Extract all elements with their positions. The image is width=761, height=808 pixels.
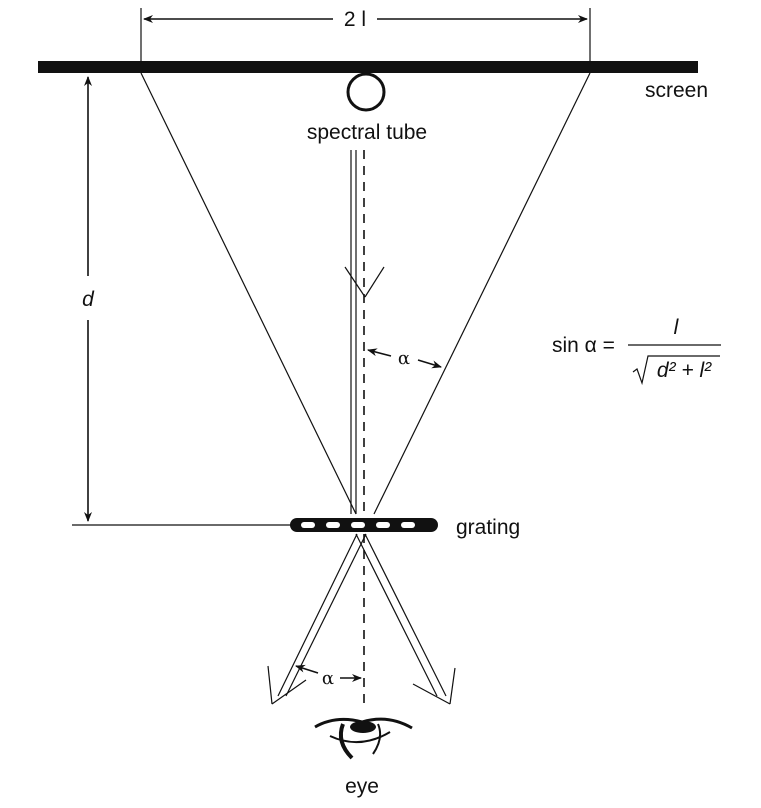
- upper-angle-marker: α: [367, 348, 442, 369]
- grating-label: grating: [456, 516, 520, 539]
- distance-dimension: d: [72, 76, 296, 526]
- formula-lhs: sin α =: [552, 334, 615, 357]
- sine-formula: sin α = l d² + l²: [552, 316, 721, 386]
- eye-label: eye: [345, 775, 379, 798]
- lower-alpha-label: α: [322, 668, 334, 689]
- width-label: 2 l: [344, 8, 366, 31]
- spectral-tube-icon: [346, 72, 386, 112]
- right-ray: [373, 72, 591, 515]
- grating-icon: [290, 518, 438, 532]
- eye-icon: [314, 717, 413, 760]
- width-dimension: 2 l: [140, 8, 591, 68]
- incoming-beam: [344, 150, 385, 514]
- formula-denominator: d² + l²: [657, 359, 712, 382]
- lower-angle-marker: α: [295, 664, 362, 689]
- screen-bar: [38, 61, 698, 73]
- left-ray: [140, 72, 357, 515]
- distance-label: d: [82, 288, 95, 311]
- diffracted-beam-right: [355, 533, 456, 705]
- square-root-sign: [632, 355, 720, 386]
- spectral-tube-label: spectral tube: [307, 121, 427, 144]
- formula-numerator: l: [674, 316, 680, 339]
- screen-label: screen: [645, 79, 708, 102]
- upper-alpha-label: α: [398, 348, 410, 369]
